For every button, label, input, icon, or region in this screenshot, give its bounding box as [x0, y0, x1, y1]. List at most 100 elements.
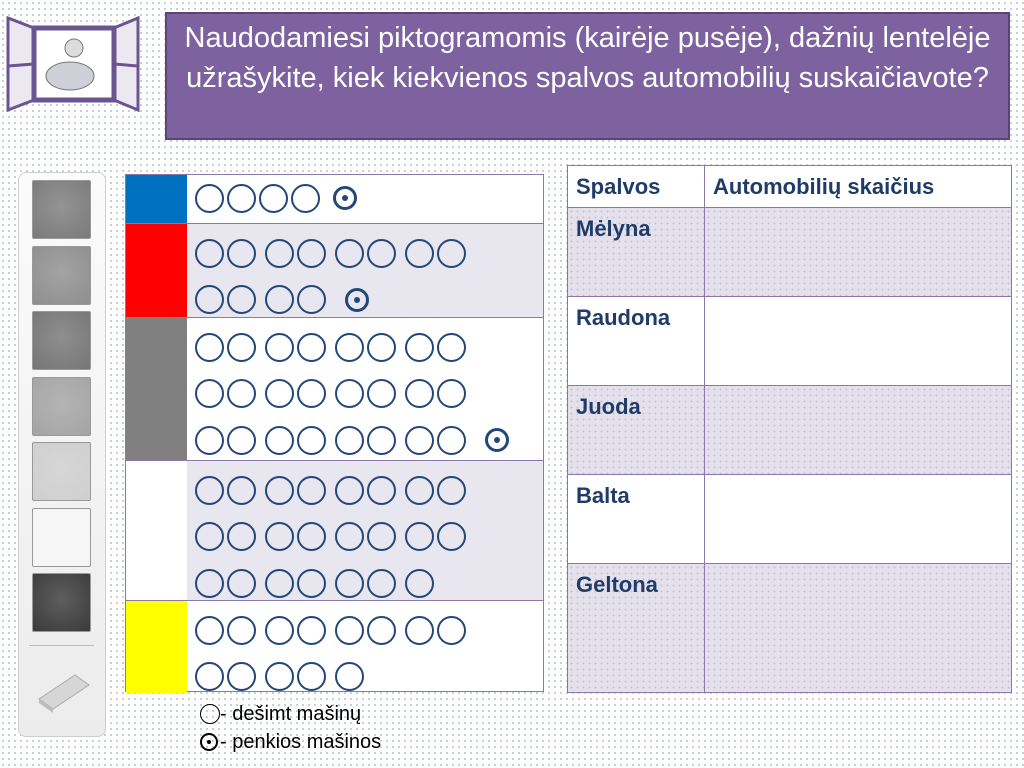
circle-icon: [227, 522, 256, 552]
circle-icon: [335, 238, 364, 268]
legend: - dešimt mašinų - penkios mašinos: [200, 700, 381, 756]
table-row: Raudona: [567, 296, 1012, 386]
circle-icon: [227, 332, 256, 362]
circle-icon: [437, 615, 466, 645]
circle-icon: [367, 379, 396, 409]
circle-icon: [195, 568, 224, 598]
color-cell: Raudona: [567, 296, 705, 386]
color-swatch: [126, 461, 187, 600]
circle-icon: [265, 238, 294, 268]
circle-icon: [367, 238, 396, 268]
circle-icon: [265, 615, 294, 645]
table-row: Balta: [567, 474, 1012, 564]
circle-icon: [265, 522, 294, 552]
page-title: Naudodamiesi piktogramomis (kairėje pusė…: [165, 12, 1010, 140]
pen-color-toolbar: [18, 172, 106, 737]
dotted-circle-icon: [333, 186, 357, 211]
color-swatch[interactable]: [32, 442, 91, 501]
circle-icon: [335, 475, 364, 505]
circle-icon: [227, 475, 256, 505]
circle-icon: [367, 475, 396, 505]
color-cell: Juoda: [567, 385, 705, 475]
count-cell[interactable]: [704, 296, 1012, 386]
circle-icon: [265, 568, 294, 598]
circle-icon: [195, 475, 224, 505]
count-cell[interactable]: [704, 207, 1012, 297]
circle-icon: [227, 238, 256, 268]
circle-icon: [297, 379, 326, 409]
circle-icon: [405, 379, 434, 409]
color-swatch[interactable]: [32, 376, 91, 436]
circle-icon: [195, 285, 224, 315]
color-swatch[interactable]: [32, 311, 91, 370]
pictogram-table: [125, 174, 544, 693]
legend-half-label: - penkios mašinos: [220, 731, 382, 753]
circle-icon: [437, 475, 466, 505]
color-swatch: [126, 175, 187, 223]
circle-icon: [367, 522, 396, 552]
circle-icon: [437, 332, 466, 362]
table-row: Mėlyna: [567, 207, 1012, 297]
circle-icon: [265, 285, 294, 315]
circle-icon: [367, 568, 396, 598]
color-swatch[interactable]: [32, 507, 91, 567]
count-cell[interactable]: [704, 563, 1012, 693]
pictogram-row: [126, 175, 543, 223]
color-swatch[interactable]: [32, 245, 91, 305]
circle-icon: [405, 522, 434, 552]
circle-icon: [297, 425, 326, 455]
circle-icon: [297, 662, 326, 692]
pictogram-row: [126, 600, 543, 693]
circle-icon: [297, 238, 326, 268]
pictogram-row: [126, 317, 543, 460]
circle-icon: [195, 615, 224, 645]
circle-icon: [335, 425, 364, 455]
circle-icon: [297, 568, 326, 598]
circle-icon: [367, 425, 396, 455]
circle-icon: [405, 568, 434, 598]
circle-icon: [265, 379, 294, 409]
circle-icon: [195, 183, 224, 213]
circle-icon: [405, 615, 434, 645]
circle-icon: [335, 379, 364, 409]
count-cell[interactable]: [704, 385, 1012, 475]
circle-icon: [195, 379, 224, 409]
circle-icon: [265, 332, 294, 362]
color-swatch[interactable]: [32, 180, 91, 239]
legend-half: - penkios mašinos: [200, 728, 381, 756]
circle-icon: [265, 662, 294, 692]
circle-icon: [227, 425, 256, 455]
circle-icon: [405, 475, 434, 505]
color-swatch: [126, 601, 187, 693]
circle-icon: [227, 662, 256, 692]
circle-icon: [265, 425, 294, 455]
circle-icon: [335, 332, 364, 362]
circle-icon: [405, 238, 434, 268]
circle-icon: [195, 332, 224, 362]
circle-icon: [405, 332, 434, 362]
frequency-table: Spalvos Automobilių skaičius Mėlyna Raudo…: [567, 165, 1012, 693]
circle-icon: [297, 285, 326, 315]
eraser-icon[interactable]: [35, 673, 93, 713]
circle-icon: [195, 425, 224, 455]
circle-icon: [437, 379, 466, 409]
header-count: Automobilių skaičius: [704, 165, 1012, 208]
count-cell[interactable]: [704, 474, 1012, 564]
circle-icon: [259, 183, 288, 213]
circle-icon: [367, 332, 396, 362]
circle-icon: [367, 615, 396, 645]
circle-icon: [405, 425, 434, 455]
circle-icon: [335, 662, 364, 692]
color-swatch[interactable]: [32, 573, 91, 632]
window-logo-image: [6, 15, 140, 112]
table-row: Geltona: [567, 563, 1012, 693]
circle-icon: [437, 425, 466, 455]
toolbar-divider: [29, 645, 94, 646]
circle-icon: [227, 183, 256, 213]
circle-icon: [265, 475, 294, 505]
circle-icon: [437, 522, 466, 552]
circle-icon: [200, 704, 220, 724]
circle-icon: [195, 238, 224, 268]
color-cell: Geltona: [567, 563, 705, 693]
circle-icon: [297, 475, 326, 505]
